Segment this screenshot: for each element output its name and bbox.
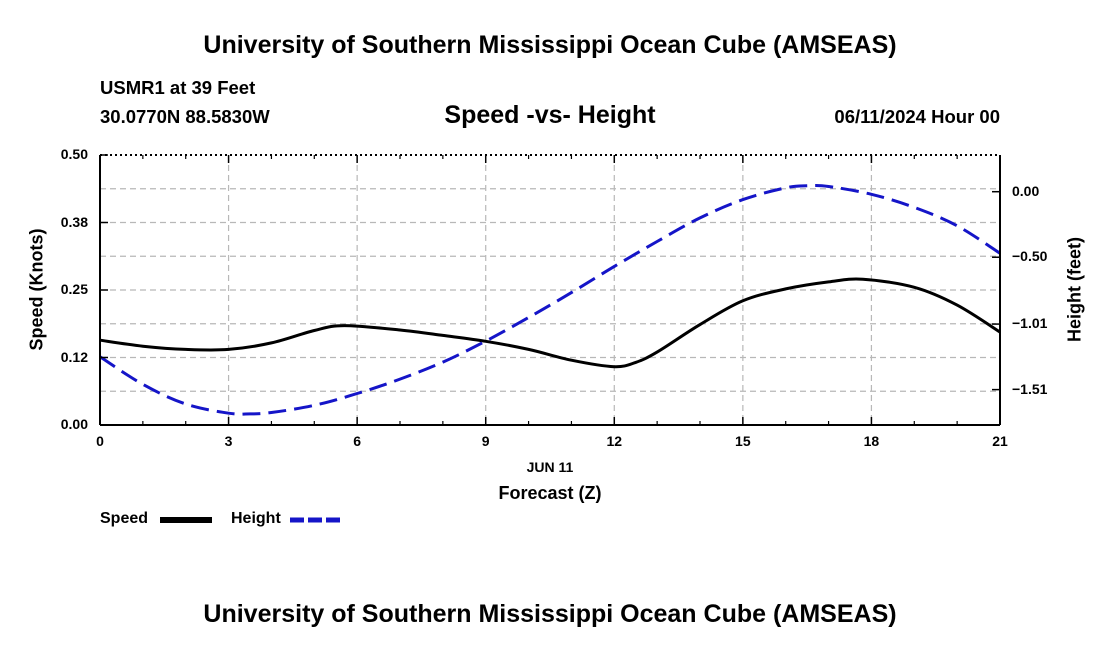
page-title-top: University of Southern Mississippi Ocean… [203, 31, 897, 59]
series-line-speed [99, 277, 1001, 369]
y2-tick-label-0: 0.00 [1012, 182, 1040, 199]
x-axis-label: Forecast (Z) [498, 483, 602, 503]
datetime-label: 06/11/2024 Hour 00 [834, 106, 1000, 127]
y2-axis-label: Height (feet) [1064, 237, 1085, 342]
x-tick-label-9: 9 [481, 433, 490, 449]
station-label: USMR1 at 39 Feet [100, 77, 256, 98]
y2-tick-label-2: −1.01 [1012, 315, 1048, 332]
x-date-label: JUN 11 [526, 459, 574, 475]
grid [100, 155, 1000, 425]
y-tick-label-1: 0.12 [60, 348, 88, 365]
series-line-height [99, 184, 1001, 416]
x-tick-label-18: 18 [863, 433, 880, 449]
x-tick-label-6: 6 [353, 433, 362, 449]
x-tick-label-21: 21 [992, 433, 1008, 449]
x-tick-label-15: 15 [735, 433, 751, 449]
page-title-bottom: University of Southern Mississippi Ocean… [203, 600, 897, 628]
x-tick-label-3: 3 [224, 433, 233, 449]
y2-tick-label-3: −1.51 [1012, 380, 1048, 397]
y-tick-label-2: 0.25 [60, 281, 88, 297]
x-tick-label-0: 0 [96, 433, 104, 449]
tick-marks [99, 154, 1001, 426]
y-tick-label-4: 0.50 [60, 146, 88, 162]
y-axis-label: Speed (Knots) [26, 228, 47, 351]
y2-tick-label-1: −0.50 [1012, 248, 1048, 265]
location-label: 30.0770N 88.5830W [100, 106, 270, 127]
legend-label-height: Height [231, 510, 281, 527]
x-tick-label-12: 12 [606, 433, 623, 449]
y-tick-label-3: 0.38 [60, 213, 88, 230]
chart-title: Speed -vs- Height [444, 101, 656, 129]
y-tick-label-0: 0.00 [60, 416, 88, 432]
legend-label-speed: Speed [100, 510, 149, 527]
series-group [99, 184, 1001, 416]
